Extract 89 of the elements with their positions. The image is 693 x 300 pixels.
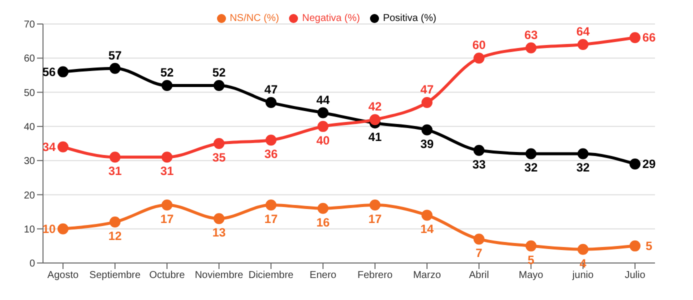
point <box>578 244 588 255</box>
point <box>266 134 276 146</box>
point <box>110 216 120 228</box>
point <box>630 240 640 252</box>
x-tick-label: Enero <box>310 270 337 282</box>
data-label: 47 <box>264 82 278 97</box>
data-label: 47 <box>420 82 434 97</box>
point <box>266 199 276 210</box>
data-label: 60 <box>472 38 486 52</box>
point <box>422 97 432 108</box>
point <box>526 240 536 252</box>
data-label: 52 <box>160 65 174 80</box>
x-tick-label: Julio <box>624 270 646 282</box>
legend-label: Positiva (%) <box>382 13 436 24</box>
x-tick-label: Febrero <box>357 270 393 282</box>
data-label: 33 <box>472 157 486 172</box>
data-label: 39 <box>420 136 434 151</box>
point <box>422 210 432 221</box>
x-tick-label: Abril <box>468 270 490 282</box>
x-tick-label: Septiembre <box>89 270 142 282</box>
point <box>214 138 224 149</box>
data-label: 31 <box>108 164 122 178</box>
point <box>110 152 120 163</box>
point <box>630 158 640 170</box>
data-label: 40 <box>316 133 330 148</box>
y-tick-label: 60 <box>24 54 36 65</box>
y-tick-label: 20 <box>24 190 36 202</box>
point <box>526 42 536 54</box>
point <box>58 223 68 234</box>
data-label: 32 <box>524 160 538 175</box>
y-tick-label: 10 <box>24 224 36 236</box>
point <box>630 32 640 44</box>
data-label: 44 <box>316 92 330 107</box>
point <box>214 80 224 91</box>
point <box>318 202 328 214</box>
y-tick-label: 50 <box>24 88 36 99</box>
data-label: 31 <box>160 164 174 178</box>
point <box>370 114 380 126</box>
x-tick-label: Marzo <box>413 270 442 282</box>
data-label: 66 <box>642 30 656 45</box>
legend-label: NS/NC (%) <box>230 13 280 24</box>
point <box>266 97 276 108</box>
x-tick-label: Noviembre <box>194 270 244 282</box>
point <box>162 199 172 210</box>
point <box>162 80 172 91</box>
point <box>110 62 120 74</box>
point <box>162 152 172 163</box>
data-label: 52 <box>212 65 226 80</box>
legend-label: Negativa (%) <box>302 13 360 24</box>
data-label: 32 <box>576 160 590 175</box>
point <box>318 120 328 132</box>
point <box>526 148 536 160</box>
point <box>474 52 484 64</box>
data-label: 5 <box>646 238 653 253</box>
point <box>578 38 588 50</box>
data-label: 17 <box>160 212 174 226</box>
data-label: 16 <box>316 215 330 230</box>
data-label: 36 <box>264 147 278 162</box>
data-label: 29 <box>642 156 656 171</box>
data-label: 17 <box>368 212 382 226</box>
data-label: 63 <box>524 28 538 42</box>
y-tick-label: 0 <box>29 258 36 270</box>
data-label: 42 <box>368 100 382 114</box>
data-label: 14 <box>420 222 434 236</box>
point <box>578 148 588 160</box>
data-label: 57 <box>108 48 122 62</box>
point <box>318 107 328 118</box>
data-label: 41 <box>368 130 382 144</box>
y-tick-label: 40 <box>24 122 36 133</box>
data-label: 13 <box>212 226 226 240</box>
data-label: 7 <box>476 246 483 260</box>
point <box>58 141 68 152</box>
point <box>422 124 432 136</box>
point <box>474 234 484 245</box>
point <box>474 144 484 156</box>
data-label: 17 <box>264 212 278 226</box>
y-tick-label: 70 <box>24 20 36 31</box>
data-label: 12 <box>108 229 122 244</box>
x-tick-label: Diciembre <box>248 270 294 282</box>
x-tick-label: Agosto <box>47 270 79 282</box>
x-tick-label: Mayo <box>518 270 544 282</box>
point <box>370 199 380 210</box>
data-label: 35 <box>212 150 226 164</box>
y-tick-label: 30 <box>24 156 36 168</box>
x-tick-label: Octubre <box>149 270 186 282</box>
point <box>214 213 224 224</box>
data-label: 64 <box>576 24 590 38</box>
point <box>58 66 68 78</box>
x-tick-label: junio <box>571 270 594 282</box>
